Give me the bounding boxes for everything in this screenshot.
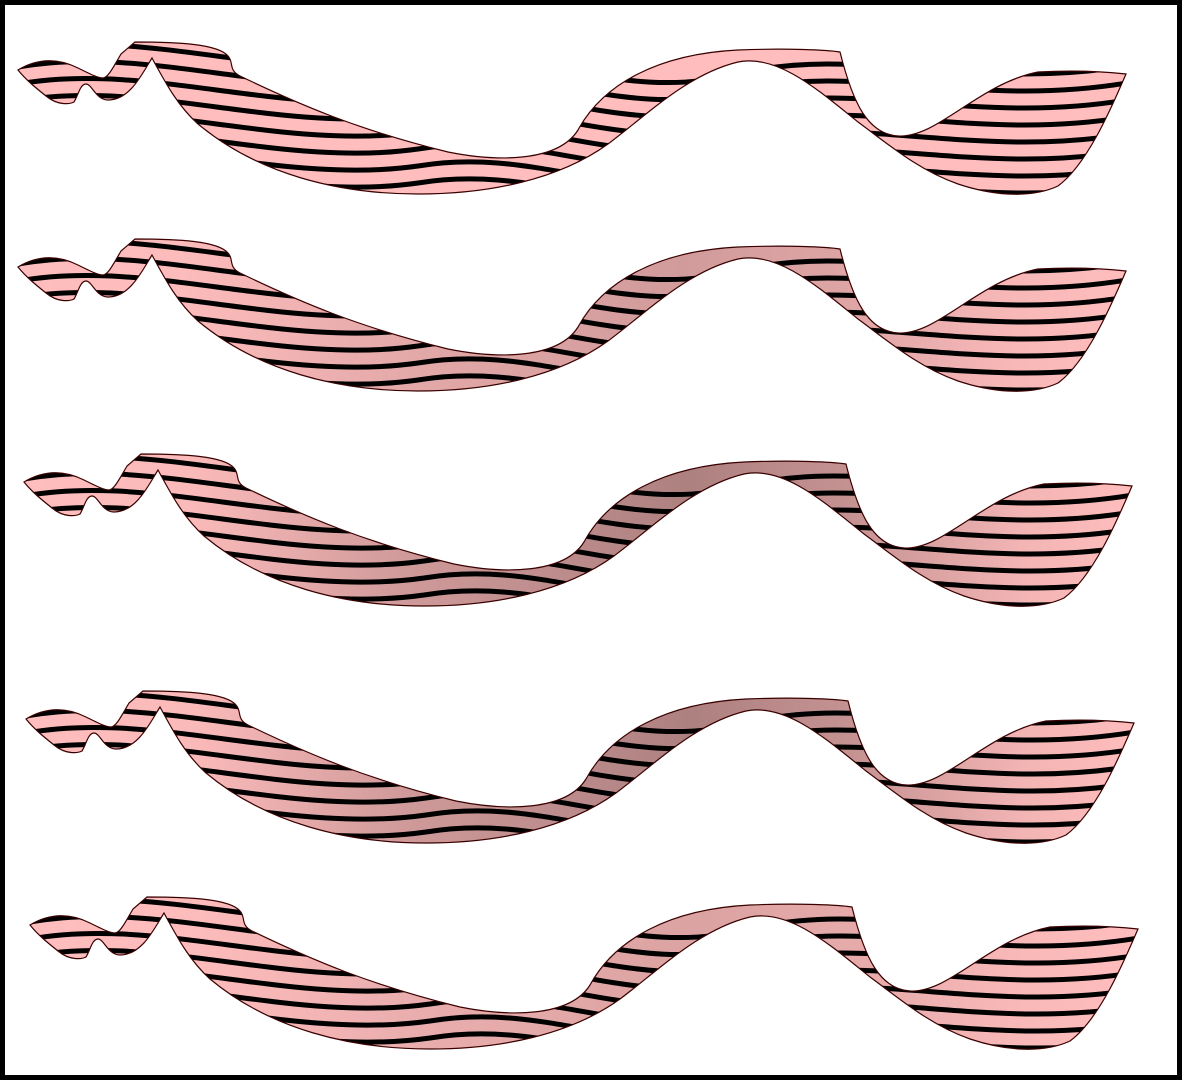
- ribbon-shading: [24, 454, 1132, 607]
- ribbon-stripe: [24, 521, 1132, 566]
- ribbon-outline: [25, 690, 1135, 844]
- ribbon-shading: [18, 239, 1126, 392]
- ribbon-shading: [26, 691, 1134, 844]
- ribbon-stripe: [30, 964, 1138, 1009]
- ribbon-stripe: [26, 758, 1134, 803]
- ribbon-stripe: [18, 109, 1126, 154]
- ribbon-outline: [17, 238, 1127, 392]
- ribbon-stripe: [18, 306, 1126, 351]
- ribbon-shading: [18, 42, 1126, 195]
- ribbon-outline: [29, 896, 1139, 1050]
- ribbon-outline: [23, 453, 1133, 607]
- ribbon-outline: [17, 41, 1127, 195]
- ribbon-shading: [30, 897, 1138, 1050]
